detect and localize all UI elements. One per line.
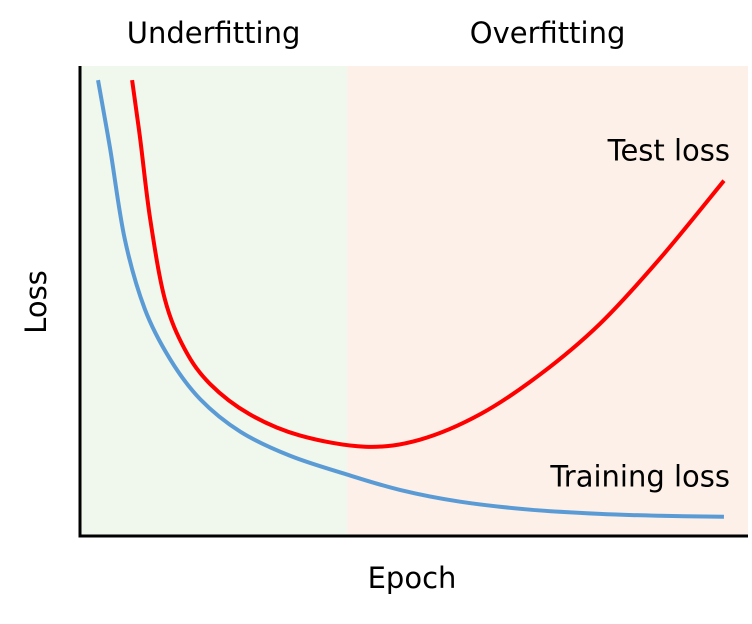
- x-axis-label: Epoch: [368, 561, 457, 595]
- series-label: Training loss: [549, 460, 730, 494]
- line: [130, 79, 726, 449]
- region-label: Underfitting: [127, 16, 301, 50]
- region-label: Overfitting: [470, 16, 626, 50]
- region: [80, 66, 348, 536]
- series-label: Test loss: [607, 134, 730, 168]
- line: [96, 79, 724, 519]
- region: [347, 66, 748, 536]
- y-axis-label: Loss: [19, 270, 53, 334]
